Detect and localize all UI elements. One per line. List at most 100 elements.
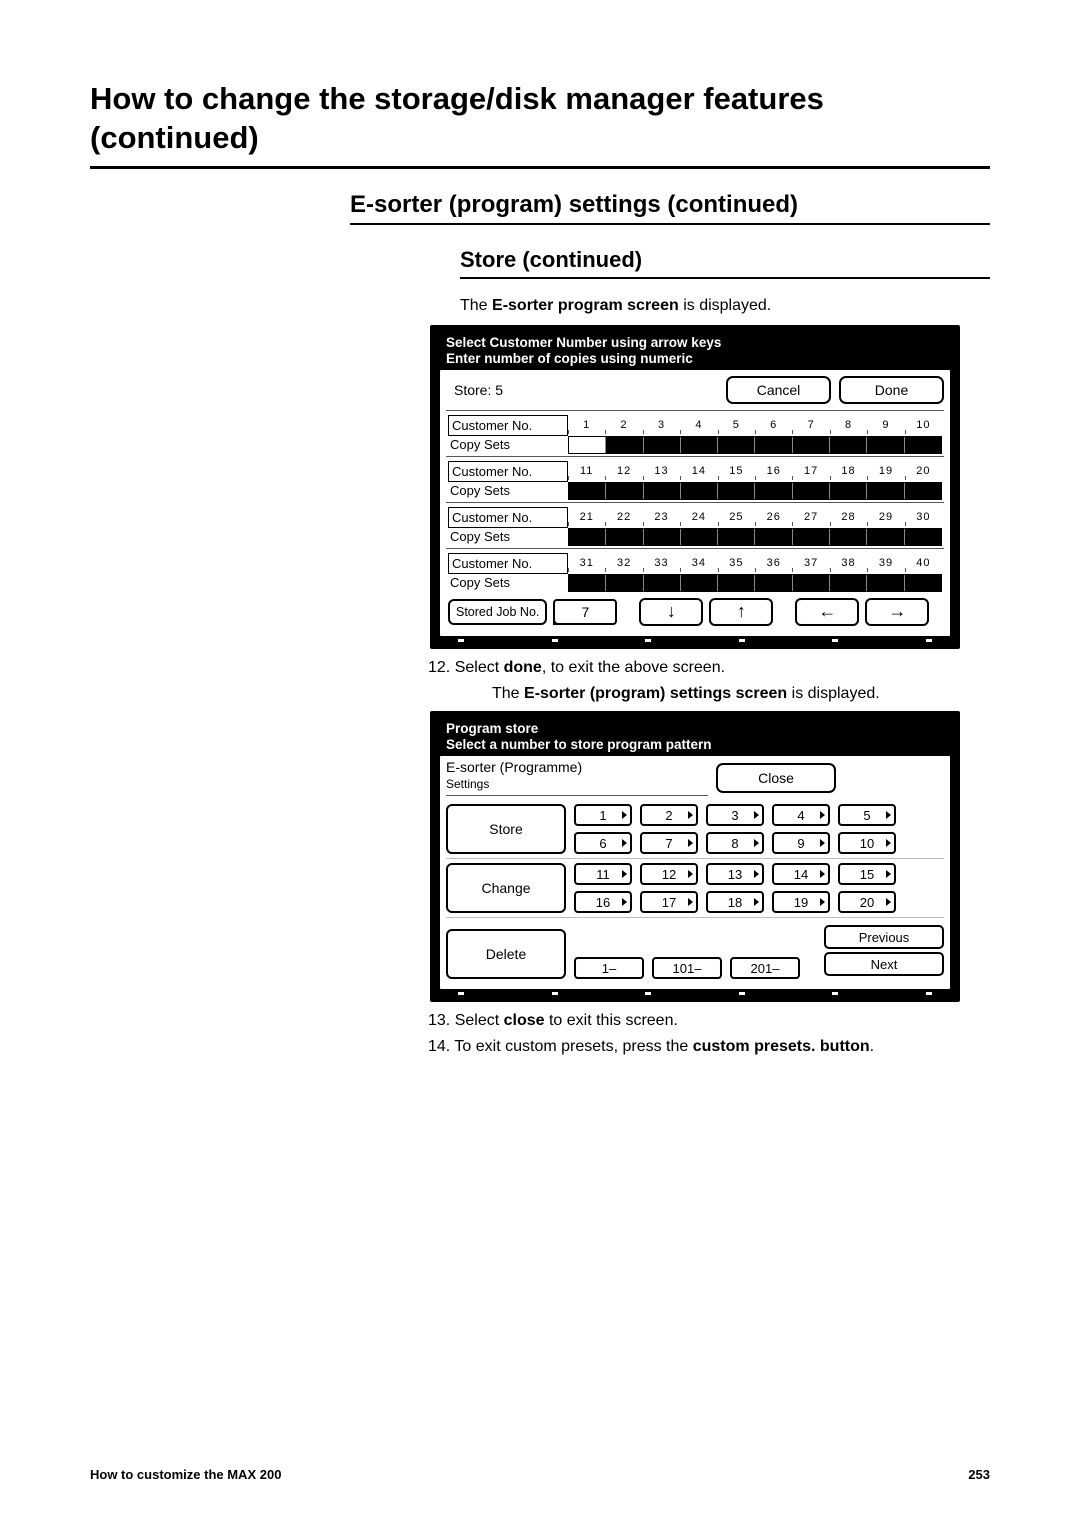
program-number-button[interactable]: 2: [640, 804, 698, 826]
copy-cell[interactable]: [569, 437, 606, 453]
copy-cell[interactable]: [755, 575, 792, 591]
copy-cell[interactable]: [569, 575, 606, 591]
program-number-button[interactable]: 17: [640, 891, 698, 913]
copy-cell[interactable]: [569, 529, 606, 545]
copy-cell[interactable]: [644, 437, 681, 453]
copy-cell[interactable]: [793, 529, 830, 545]
customer-number: 7: [792, 419, 829, 431]
customer-number: 28: [830, 511, 867, 523]
program-number-button[interactable]: 6: [574, 832, 632, 854]
copy-cell[interactable]: [793, 437, 830, 453]
screen2-header-l1: E-sorter (Programme): [446, 759, 582, 775]
copy-cell[interactable]: [830, 529, 867, 545]
tick-icon: [792, 476, 793, 480]
program-number-button[interactable]: 13: [706, 863, 764, 885]
copy-cell[interactable]: [830, 437, 867, 453]
store-value-label: Store: 5: [446, 376, 718, 404]
customer-number: 20: [905, 465, 942, 477]
cancel-button[interactable]: Cancel: [726, 376, 831, 404]
program-number-button[interactable]: 15: [838, 863, 896, 885]
copy-sets-strip[interactable]: [568, 574, 942, 592]
copy-cell[interactable]: [905, 529, 941, 545]
arrow-right-button[interactable]: →: [865, 598, 929, 626]
copy-cell[interactable]: [681, 575, 718, 591]
copy-cell[interactable]: [755, 437, 792, 453]
change-button[interactable]: Change: [446, 863, 566, 913]
copy-cell[interactable]: [644, 529, 681, 545]
program-number-button[interactable]: 1: [574, 804, 632, 826]
program-number-button[interactable]: 20: [838, 891, 896, 913]
copy-cell[interactable]: [644, 483, 681, 499]
copy-cell[interactable]: [867, 529, 904, 545]
program-number-label: 16: [596, 895, 610, 910]
copy-cell[interactable]: [830, 575, 867, 591]
program-number-label: 12: [662, 867, 676, 882]
copy-cell[interactable]: [718, 437, 755, 453]
copy-cell[interactable]: [681, 529, 718, 545]
copy-cell[interactable]: [755, 529, 792, 545]
copy-cell[interactable]: [718, 483, 755, 499]
intro-text: The E-sorter program screen is displayed…: [460, 297, 990, 315]
customer-number: 40: [905, 557, 942, 569]
copy-cell[interactable]: [718, 575, 755, 591]
copy-cell[interactable]: [606, 529, 643, 545]
triangle-icon: [886, 898, 891, 906]
copy-cell[interactable]: [718, 529, 755, 545]
arrow-up-button[interactable]: ↑: [709, 598, 773, 626]
copy-cell[interactable]: [644, 575, 681, 591]
copy-cell[interactable]: [867, 437, 904, 453]
program-number-button[interactable]: 9: [772, 832, 830, 854]
program-number-button[interactable]: 16: [574, 891, 632, 913]
program-number-button[interactable]: 10: [838, 832, 896, 854]
copy-cell[interactable]: [867, 575, 904, 591]
program-number-button[interactable]: 14: [772, 863, 830, 885]
tick-icon: [830, 430, 831, 434]
program-number-button[interactable]: 18: [706, 891, 764, 913]
program-number-button[interactable]: 4: [772, 804, 830, 826]
arrow-down-button[interactable]: ↓: [639, 598, 703, 626]
next-button[interactable]: Next: [824, 952, 944, 976]
copy-cell[interactable]: [606, 575, 643, 591]
screen1-title-l1: Select Customer Number using arrow keys: [446, 335, 721, 350]
arrow-left-button[interactable]: ←: [795, 598, 859, 626]
copy-cell[interactable]: [905, 437, 941, 453]
program-number-button[interactable]: 19: [772, 891, 830, 913]
tick-icon: [680, 476, 681, 480]
copy-cell[interactable]: [830, 483, 867, 499]
copy-cell[interactable]: [681, 483, 718, 499]
range-button[interactable]: 101–: [652, 957, 722, 979]
store-button[interactable]: Store: [446, 804, 566, 854]
done-button[interactable]: Done: [839, 376, 944, 404]
program-number-button[interactable]: 11: [574, 863, 632, 885]
copy-cell[interactable]: [905, 483, 941, 499]
program-number-label: 14: [794, 867, 808, 882]
copy-cell[interactable]: [793, 483, 830, 499]
program-number-button[interactable]: 7: [640, 832, 698, 854]
program-number-button[interactable]: 8: [706, 832, 764, 854]
close-button[interactable]: Close: [716, 763, 836, 793]
program-number-label: 7: [665, 836, 672, 851]
copy-cell[interactable]: [793, 575, 830, 591]
copy-cell[interactable]: [681, 437, 718, 453]
copy-cell[interactable]: [606, 437, 643, 453]
copy-sets-strip[interactable]: [568, 436, 942, 454]
program-number-button[interactable]: 3: [706, 804, 764, 826]
copy-cell[interactable]: [867, 483, 904, 499]
customer-number: 36: [755, 557, 792, 569]
copy-sets-label: Copy Sets: [448, 436, 568, 453]
tick-icon: [832, 992, 838, 995]
copy-sets-strip[interactable]: [568, 528, 942, 546]
program-number-button[interactable]: 5: [838, 804, 896, 826]
tick-icon: [739, 639, 745, 642]
copy-cell[interactable]: [905, 575, 941, 591]
program-number-button[interactable]: 12: [640, 863, 698, 885]
copy-cell[interactable]: [755, 483, 792, 499]
copy-sets-strip[interactable]: [568, 482, 942, 500]
copy-cell[interactable]: [606, 483, 643, 499]
range-button[interactable]: 201–: [730, 957, 800, 979]
copy-cell[interactable]: [569, 483, 606, 499]
delete-button[interactable]: Delete: [446, 929, 566, 979]
step-14-a: To exit custom presets, press the: [450, 1038, 692, 1055]
range-button[interactable]: 1–: [574, 957, 644, 979]
previous-button[interactable]: Previous: [824, 925, 944, 949]
